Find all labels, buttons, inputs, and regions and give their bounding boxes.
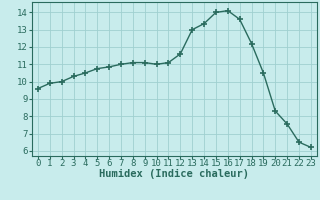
X-axis label: Humidex (Indice chaleur): Humidex (Indice chaleur) — [100, 169, 249, 179]
